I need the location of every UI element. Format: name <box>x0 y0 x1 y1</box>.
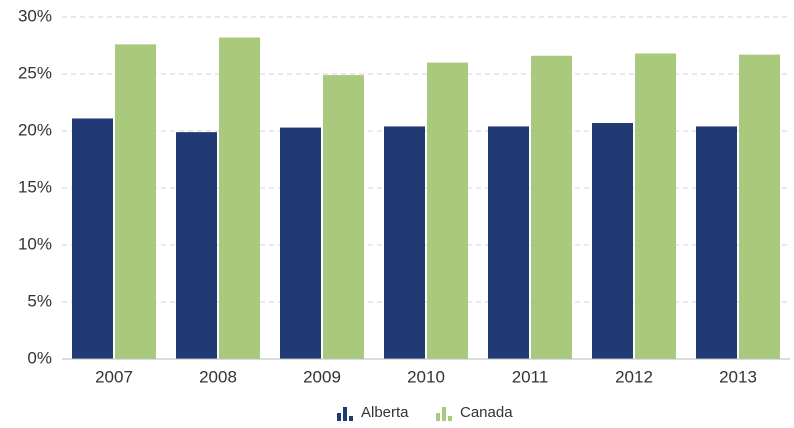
x-tick-label: 2012 <box>615 367 653 386</box>
bar <box>635 53 676 359</box>
bar <box>323 75 364 359</box>
legend-icon <box>436 413 440 421</box>
x-tick-label: 2008 <box>199 367 237 386</box>
y-tick-label: 5% <box>27 291 52 310</box>
x-tick-label: 2011 <box>512 367 549 386</box>
legend-label: Canada <box>460 404 513 421</box>
bar <box>739 54 780 360</box>
x-tick-label: 2009 <box>303 367 341 386</box>
bar <box>176 132 217 359</box>
bar <box>427 62 468 359</box>
y-tick-label: 20% <box>18 120 52 139</box>
y-tick-label: 30% <box>18 6 52 25</box>
bar <box>115 44 156 360</box>
y-tick-label: 15% <box>18 177 52 196</box>
bar <box>219 37 260 360</box>
legend-icon <box>343 407 347 421</box>
bar <box>696 126 737 359</box>
legend-icon <box>337 413 341 421</box>
bar <box>592 123 633 360</box>
y-tick-label: 0% <box>27 348 52 367</box>
legend-label: Alberta <box>361 404 409 421</box>
y-tick-label: 25% <box>18 63 52 82</box>
legend-icon <box>448 416 452 421</box>
bar <box>384 126 425 359</box>
bar <box>280 127 321 359</box>
y-tick-label: 10% <box>18 234 52 253</box>
legend-icon <box>349 416 353 421</box>
x-tick-label: 2013 <box>719 367 757 386</box>
x-tick-label: 2007 <box>95 367 133 386</box>
bar <box>531 55 572 359</box>
bar <box>488 126 529 359</box>
legend-icon <box>442 407 446 421</box>
bar <box>72 118 113 360</box>
x-tick-label: 2010 <box>407 367 445 386</box>
